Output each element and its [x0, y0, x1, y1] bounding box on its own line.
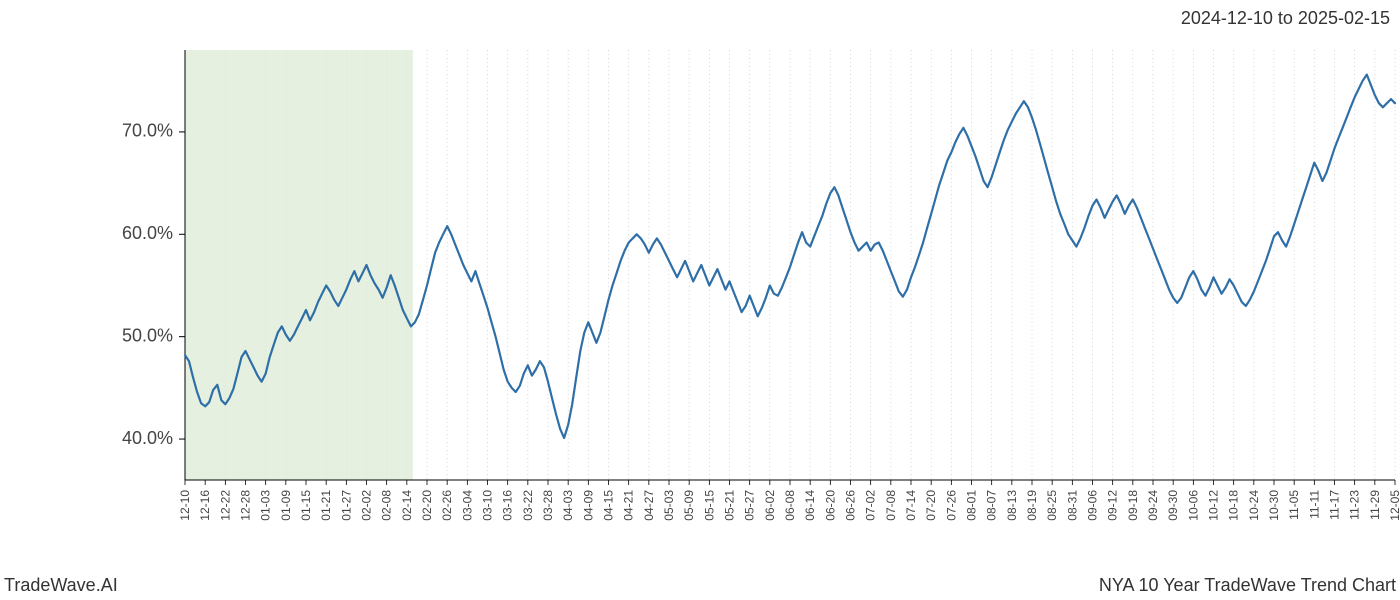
x-tick-label: 10-18 — [1227, 490, 1241, 521]
x-tick-label: 07-02 — [864, 490, 878, 521]
x-tick-label: 03-28 — [541, 490, 555, 521]
x-tick-label: 08-19 — [1025, 490, 1039, 521]
x-tick-label: 09-12 — [1106, 490, 1120, 521]
x-tick-label: 04-09 — [581, 490, 595, 521]
x-tick-label: 04-15 — [602, 490, 616, 521]
x-tick-label: 01-21 — [319, 490, 333, 521]
x-tick-label: 06-14 — [803, 490, 817, 521]
x-tick-label: 10-24 — [1247, 490, 1261, 521]
x-tick-label: 07-14 — [904, 490, 918, 521]
x-tick-label: 11-29 — [1368, 490, 1382, 520]
x-tick-label: 04-21 — [622, 490, 636, 521]
x-tick-label: 08-01 — [965, 490, 979, 521]
x-tick-label: 01-27 — [339, 490, 353, 521]
x-tick-label: 12-16 — [198, 490, 212, 521]
x-tick-label: 03-04 — [460, 490, 474, 521]
x-tick-label: 05-15 — [702, 490, 716, 521]
chart-title: NYA 10 Year TradeWave Trend Chart — [1099, 575, 1396, 596]
x-tick-label: 09-30 — [1166, 490, 1180, 521]
x-tick-label: 02-14 — [400, 490, 414, 521]
x-tick-label: 07-08 — [884, 490, 898, 521]
x-tick-label: 01-09 — [279, 490, 293, 521]
x-tick-label: 11-23 — [1348, 490, 1362, 520]
x-tick-label: 12-28 — [239, 490, 253, 521]
x-tick-label: 06-26 — [844, 490, 858, 521]
x-tick-label: 10-12 — [1207, 490, 1221, 521]
x-tick-label: 01-15 — [299, 490, 313, 521]
x-tick-label: 11-05 — [1287, 490, 1301, 520]
x-tick-label: 11-11 — [1307, 490, 1321, 519]
x-tick-label: 07-20 — [924, 490, 938, 521]
x-tick-label: 08-31 — [1065, 490, 1079, 521]
y-tick-label: 70.0% — [122, 121, 173, 141]
x-tick-label: 05-03 — [662, 490, 676, 521]
y-tick-label: 60.0% — [122, 223, 173, 243]
x-tick-label: 08-13 — [1005, 490, 1019, 521]
x-tick-label: 04-03 — [561, 490, 575, 521]
y-tick-label: 40.0% — [122, 428, 173, 448]
x-tick-label: 12-22 — [218, 490, 232, 521]
x-tick-label: 11-17 — [1328, 490, 1342, 520]
x-tick-label: 06-02 — [763, 490, 777, 521]
trend-chart: 2024-12-10 to 2025-02-15 40.0% 50.0% 60.0%… — [0, 0, 1400, 600]
chart-svg: 40.0% 50.0% 60.0% 70.0% 12-10 12-16 12-22 12-28… — [0, 0, 1400, 600]
date-range-label: 2024-12-10 to 2025-02-15 — [1181, 8, 1390, 29]
y-tick-label: 50.0% — [122, 325, 173, 345]
x-tick-label: 08-07 — [985, 490, 999, 521]
x-tick-label: 03-22 — [521, 490, 535, 521]
x-tick-label: 09-18 — [1126, 490, 1140, 521]
x-tick-label: 02-20 — [420, 490, 434, 521]
x-tick-label: 08-25 — [1045, 490, 1059, 521]
x-tick-label: 02-26 — [440, 490, 454, 521]
x-tick-label: 02-02 — [360, 490, 374, 521]
x-tick-label: 04-27 — [642, 490, 656, 521]
x-tick-label: 09-06 — [1086, 490, 1100, 521]
x-tick-label: 07-26 — [944, 490, 958, 521]
x-tick-label: 06-20 — [823, 490, 837, 521]
x-tick-label: 12-05 — [1388, 490, 1400, 521]
x-tick-label: 09-24 — [1146, 490, 1160, 521]
x-tick-label: 05-21 — [723, 490, 737, 521]
x-tick-label: 03-10 — [481, 490, 495, 521]
brand-label: TradeWave.AI — [4, 575, 118, 596]
highlight-band — [185, 50, 413, 480]
x-tick-label: 10-30 — [1267, 490, 1281, 521]
x-tick-label: 01-03 — [259, 490, 273, 521]
x-tick-label: 05-09 — [682, 490, 696, 521]
x-tick-label: 05-27 — [743, 490, 757, 521]
x-tick-label: 10-06 — [1186, 490, 1200, 521]
x-tick-label: 03-16 — [501, 490, 515, 521]
x-tick-label: 06-08 — [783, 490, 797, 521]
x-tick-label: 12-10 — [178, 490, 192, 521]
x-tick-label: 02-08 — [380, 490, 394, 521]
